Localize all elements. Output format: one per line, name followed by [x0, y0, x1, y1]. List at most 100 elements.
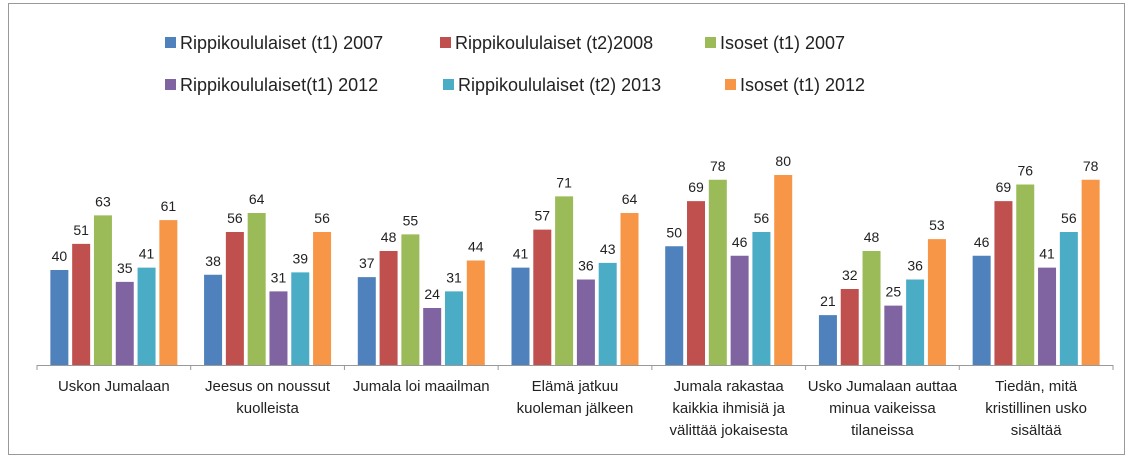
data-label: 56	[754, 210, 770, 226]
bar	[752, 232, 771, 365]
legend-label: Isoset (t1) 2012	[740, 75, 865, 95]
data-label: 53	[929, 217, 945, 233]
data-label: 25	[886, 284, 902, 300]
data-label: 80	[775, 153, 791, 169]
bar	[598, 262, 617, 365]
data-label: 78	[1083, 158, 1099, 174]
data-label: 43	[600, 241, 616, 257]
data-label: 40	[52, 248, 68, 264]
data-label: 76	[1017, 163, 1033, 179]
data-label: 32	[842, 267, 858, 283]
data-label: 35	[117, 260, 133, 276]
data-label: 21	[820, 293, 836, 309]
bar	[1016, 184, 1035, 365]
legend-label: Isoset (t1) 2007	[720, 33, 845, 53]
bar	[1081, 179, 1100, 365]
bar	[247, 213, 266, 365]
bar	[423, 308, 442, 365]
data-label: 64	[249, 191, 265, 207]
bar	[225, 232, 244, 365]
bar	[357, 277, 376, 365]
x-tick-label: Usko Jumalaan auttaa minua vaikeissa til…	[807, 378, 958, 439]
bar	[401, 234, 420, 365]
bar	[1038, 267, 1057, 365]
bar	[862, 251, 881, 365]
x-tick-label: Jeesus on noussut kuolleista	[205, 378, 331, 417]
bar	[620, 213, 639, 365]
data-label: 69	[688, 179, 704, 195]
data-label: 36	[907, 258, 923, 274]
bar	[533, 229, 552, 365]
bar	[906, 279, 925, 365]
bar	[708, 179, 727, 365]
bar	[972, 255, 991, 365]
bar	[884, 305, 903, 365]
data-label: 69	[996, 179, 1012, 195]
bar	[730, 255, 749, 365]
x-tick-label: Uskon Jumalaan	[57, 378, 170, 395]
data-label: 63	[95, 193, 111, 209]
bar	[93, 215, 112, 365]
data-label: 56	[227, 210, 243, 226]
data-label: 39	[292, 250, 308, 266]
bar	[687, 201, 706, 365]
bar	[466, 260, 485, 365]
data-label: 41	[513, 246, 529, 262]
data-label: 64	[622, 191, 638, 207]
data-label: 78	[710, 158, 726, 174]
bar	[994, 201, 1013, 365]
bar	[511, 267, 530, 365]
data-label: 31	[446, 269, 462, 285]
bar	[313, 232, 332, 365]
data-label: 56	[1061, 210, 1077, 226]
data-label: 41	[139, 246, 155, 262]
bar	[115, 281, 134, 365]
legend-swatch	[165, 79, 176, 90]
data-label: 37	[359, 255, 375, 271]
bar	[137, 267, 156, 365]
data-label: 44	[468, 239, 484, 255]
bar	[269, 291, 288, 365]
data-label: 24	[424, 286, 440, 302]
bar	[444, 291, 463, 365]
legend-swatch	[443, 79, 454, 90]
data-label: 48	[864, 229, 880, 245]
data-label: 50	[666, 224, 682, 240]
x-tick-label: Jumala rakastaa kaikkia ihmisiä ja välit…	[669, 378, 788, 439]
bar	[576, 279, 595, 365]
bar	[72, 243, 91, 365]
bar	[1059, 232, 1078, 365]
bar	[379, 251, 398, 365]
bar	[927, 239, 946, 365]
bar	[818, 315, 837, 365]
data-label: 46	[974, 234, 990, 250]
bar	[204, 274, 223, 365]
data-label: 56	[314, 210, 330, 226]
bar	[555, 196, 574, 365]
data-label: 61	[161, 198, 177, 214]
x-tick-label: Jumala loi maailman	[352, 378, 490, 395]
data-label: 38	[205, 253, 221, 269]
bar	[50, 270, 69, 365]
data-label: 46	[732, 234, 748, 250]
legend-swatch	[440, 37, 451, 48]
x-tick-label: Elämä jatkuu kuoleman jälkeen	[516, 378, 634, 417]
data-label: 31	[271, 269, 287, 285]
legend-label: Rippikoululaiset (t1) 2007	[180, 33, 383, 53]
data-label: 57	[535, 208, 551, 224]
data-label: 51	[73, 222, 89, 238]
bar	[665, 246, 684, 365]
bar	[159, 220, 178, 365]
data-label: 36	[578, 258, 594, 274]
data-label: 71	[556, 174, 572, 190]
data-label: 48	[381, 229, 397, 245]
bar	[840, 289, 859, 365]
legend-label: Rippikoululaiset(t1) 2012	[180, 75, 378, 95]
legend-swatch	[725, 79, 736, 90]
data-label: 41	[1039, 246, 1055, 262]
x-tick-label: Tiedän, mitä kristillinen usko sisältää	[985, 378, 1087, 439]
legend-label: Rippikoululaiset (t2) 2013	[458, 75, 661, 95]
bar	[291, 272, 310, 365]
